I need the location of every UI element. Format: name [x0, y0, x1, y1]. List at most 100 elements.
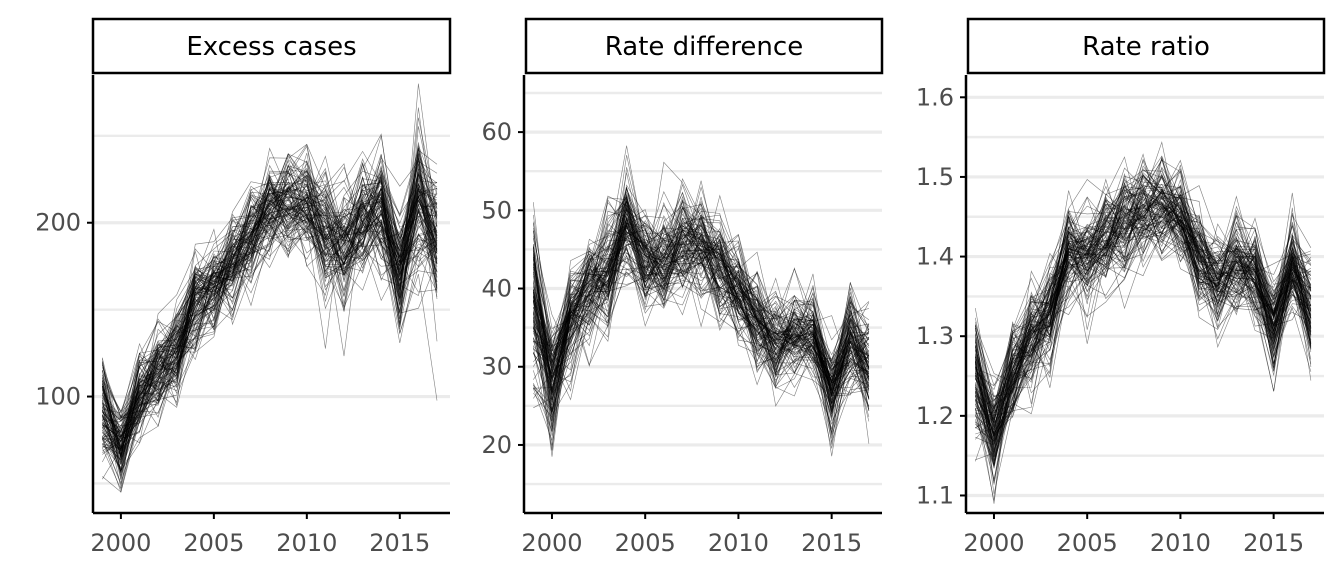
draw-line — [102, 197, 438, 453]
strip-label-rate-ratio: Rate ratio — [1082, 32, 1210, 62]
y-tick-label: 30 — [481, 353, 512, 381]
strip-rate-ratio — [966, 17, 1326, 75]
draw-line — [975, 189, 1312, 435]
draw-line — [533, 209, 869, 422]
draw-line — [975, 195, 1312, 434]
draw-line — [975, 153, 1312, 412]
draw-line — [533, 207, 870, 406]
draw-line — [533, 217, 870, 425]
x-tick-label: 2015 — [1243, 529, 1304, 557]
draw-line — [533, 161, 870, 388]
draw-line — [102, 174, 438, 473]
draw-line — [975, 210, 1312, 429]
strip-excess-cases — [91, 17, 452, 75]
draw-line — [975, 221, 1312, 453]
x-tick-label: 2000 — [521, 529, 582, 557]
y-tick-label: 1.1 — [916, 481, 954, 509]
y-tick-label: 1.4 — [916, 243, 954, 271]
draw-line — [102, 177, 438, 449]
draw-line — [975, 181, 1312, 449]
draw-line — [533, 225, 870, 389]
draw-line — [533, 194, 870, 394]
x-tick-label: 2010 — [708, 529, 769, 557]
draw-line — [975, 197, 1312, 430]
draw-line — [102, 143, 438, 419]
strip-label-rate-difference: Rate difference — [605, 32, 803, 62]
draw-line — [975, 159, 1311, 410]
y-tick-label: 100 — [35, 383, 81, 411]
y-tick-label: 50 — [481, 196, 512, 224]
panel-excess-cases: Excess cases 100 200 2000 2005 2010 2015 — [35, 17, 452, 557]
draw-line — [533, 201, 870, 398]
draw-line — [533, 202, 870, 413]
y-tick-label: 1.3 — [916, 322, 954, 350]
draw-line — [533, 209, 870, 401]
draw-line — [102, 142, 438, 427]
draw-line — [533, 194, 870, 392]
draw-line — [533, 210, 870, 372]
draw-line — [102, 153, 438, 489]
draw-line — [102, 149, 438, 444]
panel-rate-ratio: Rate ratio 1.1 1.2 1.3 1.4 1.5 1.6 2000 2005 201… — [916, 17, 1326, 557]
y-tick-label: 60 — [481, 118, 512, 146]
x-tick-label: 2000 — [963, 529, 1024, 557]
draw-line — [102, 175, 438, 476]
draw-line — [102, 154, 438, 446]
draw-line — [533, 180, 870, 404]
draw-line — [975, 175, 1312, 425]
draw-line — [102, 171, 438, 460]
draw-line — [533, 207, 870, 443]
y-tick-label: 20 — [481, 431, 512, 459]
draw-line — [102, 185, 438, 463]
draw-line — [533, 191, 870, 396]
draw-line — [533, 229, 870, 457]
x-tick-label: 2005 — [1057, 529, 1118, 557]
draw-line — [102, 163, 438, 413]
strip-label-excess-cases: Excess cases — [186, 32, 356, 62]
draw-line — [975, 207, 1312, 480]
x-tick-label: 2000 — [90, 529, 151, 557]
draw-line — [975, 185, 1312, 439]
draw-line — [975, 191, 1312, 387]
draw-line — [533, 222, 870, 428]
draw-line — [102, 196, 438, 414]
draw-line — [975, 201, 1312, 386]
draw-line — [102, 190, 438, 451]
draw-line — [102, 203, 438, 452]
y-tick-label: 200 — [35, 209, 81, 237]
draw-line — [533, 199, 870, 433]
draw-line — [533, 204, 870, 405]
draw-line — [975, 201, 1312, 504]
x-tick-label: 2010 — [276, 529, 337, 557]
draw-line — [975, 178, 1312, 416]
draw-line — [102, 186, 438, 433]
plot-area-excess-cases: 100 200 2000 2005 2010 2015 — [35, 75, 450, 557]
x-tick-label: 2010 — [1150, 529, 1211, 557]
draw-line — [533, 213, 870, 439]
draw-line — [102, 165, 438, 451]
draw-line — [102, 185, 438, 461]
draw-line — [975, 198, 1312, 408]
x-tick-label: 2015 — [369, 529, 430, 557]
draw-line — [102, 144, 438, 413]
draw-line — [102, 164, 438, 459]
x-tick-label: 2005 — [183, 529, 244, 557]
draw-line — [533, 200, 870, 397]
draw-line — [533, 223, 870, 441]
y-tick-label: 40 — [481, 275, 512, 303]
draw-line — [102, 169, 438, 455]
draw-line — [975, 229, 1312, 435]
draw-line — [975, 219, 1312, 466]
draw-line — [975, 159, 1312, 423]
draw-line — [533, 204, 870, 436]
draw-line — [102, 187, 438, 470]
draw-line — [533, 230, 870, 383]
x-tick-label: 2015 — [801, 529, 862, 557]
panel-rate-difference: Rate difference 20 30 40 50 60 2000 2005 2010 20… — [481, 17, 884, 557]
draw-line — [533, 217, 870, 372]
draw-line — [975, 189, 1312, 434]
x-tick-label: 2005 — [615, 529, 676, 557]
draw-line — [975, 191, 1312, 462]
draw-line — [102, 178, 438, 451]
draw-line — [975, 184, 1312, 454]
